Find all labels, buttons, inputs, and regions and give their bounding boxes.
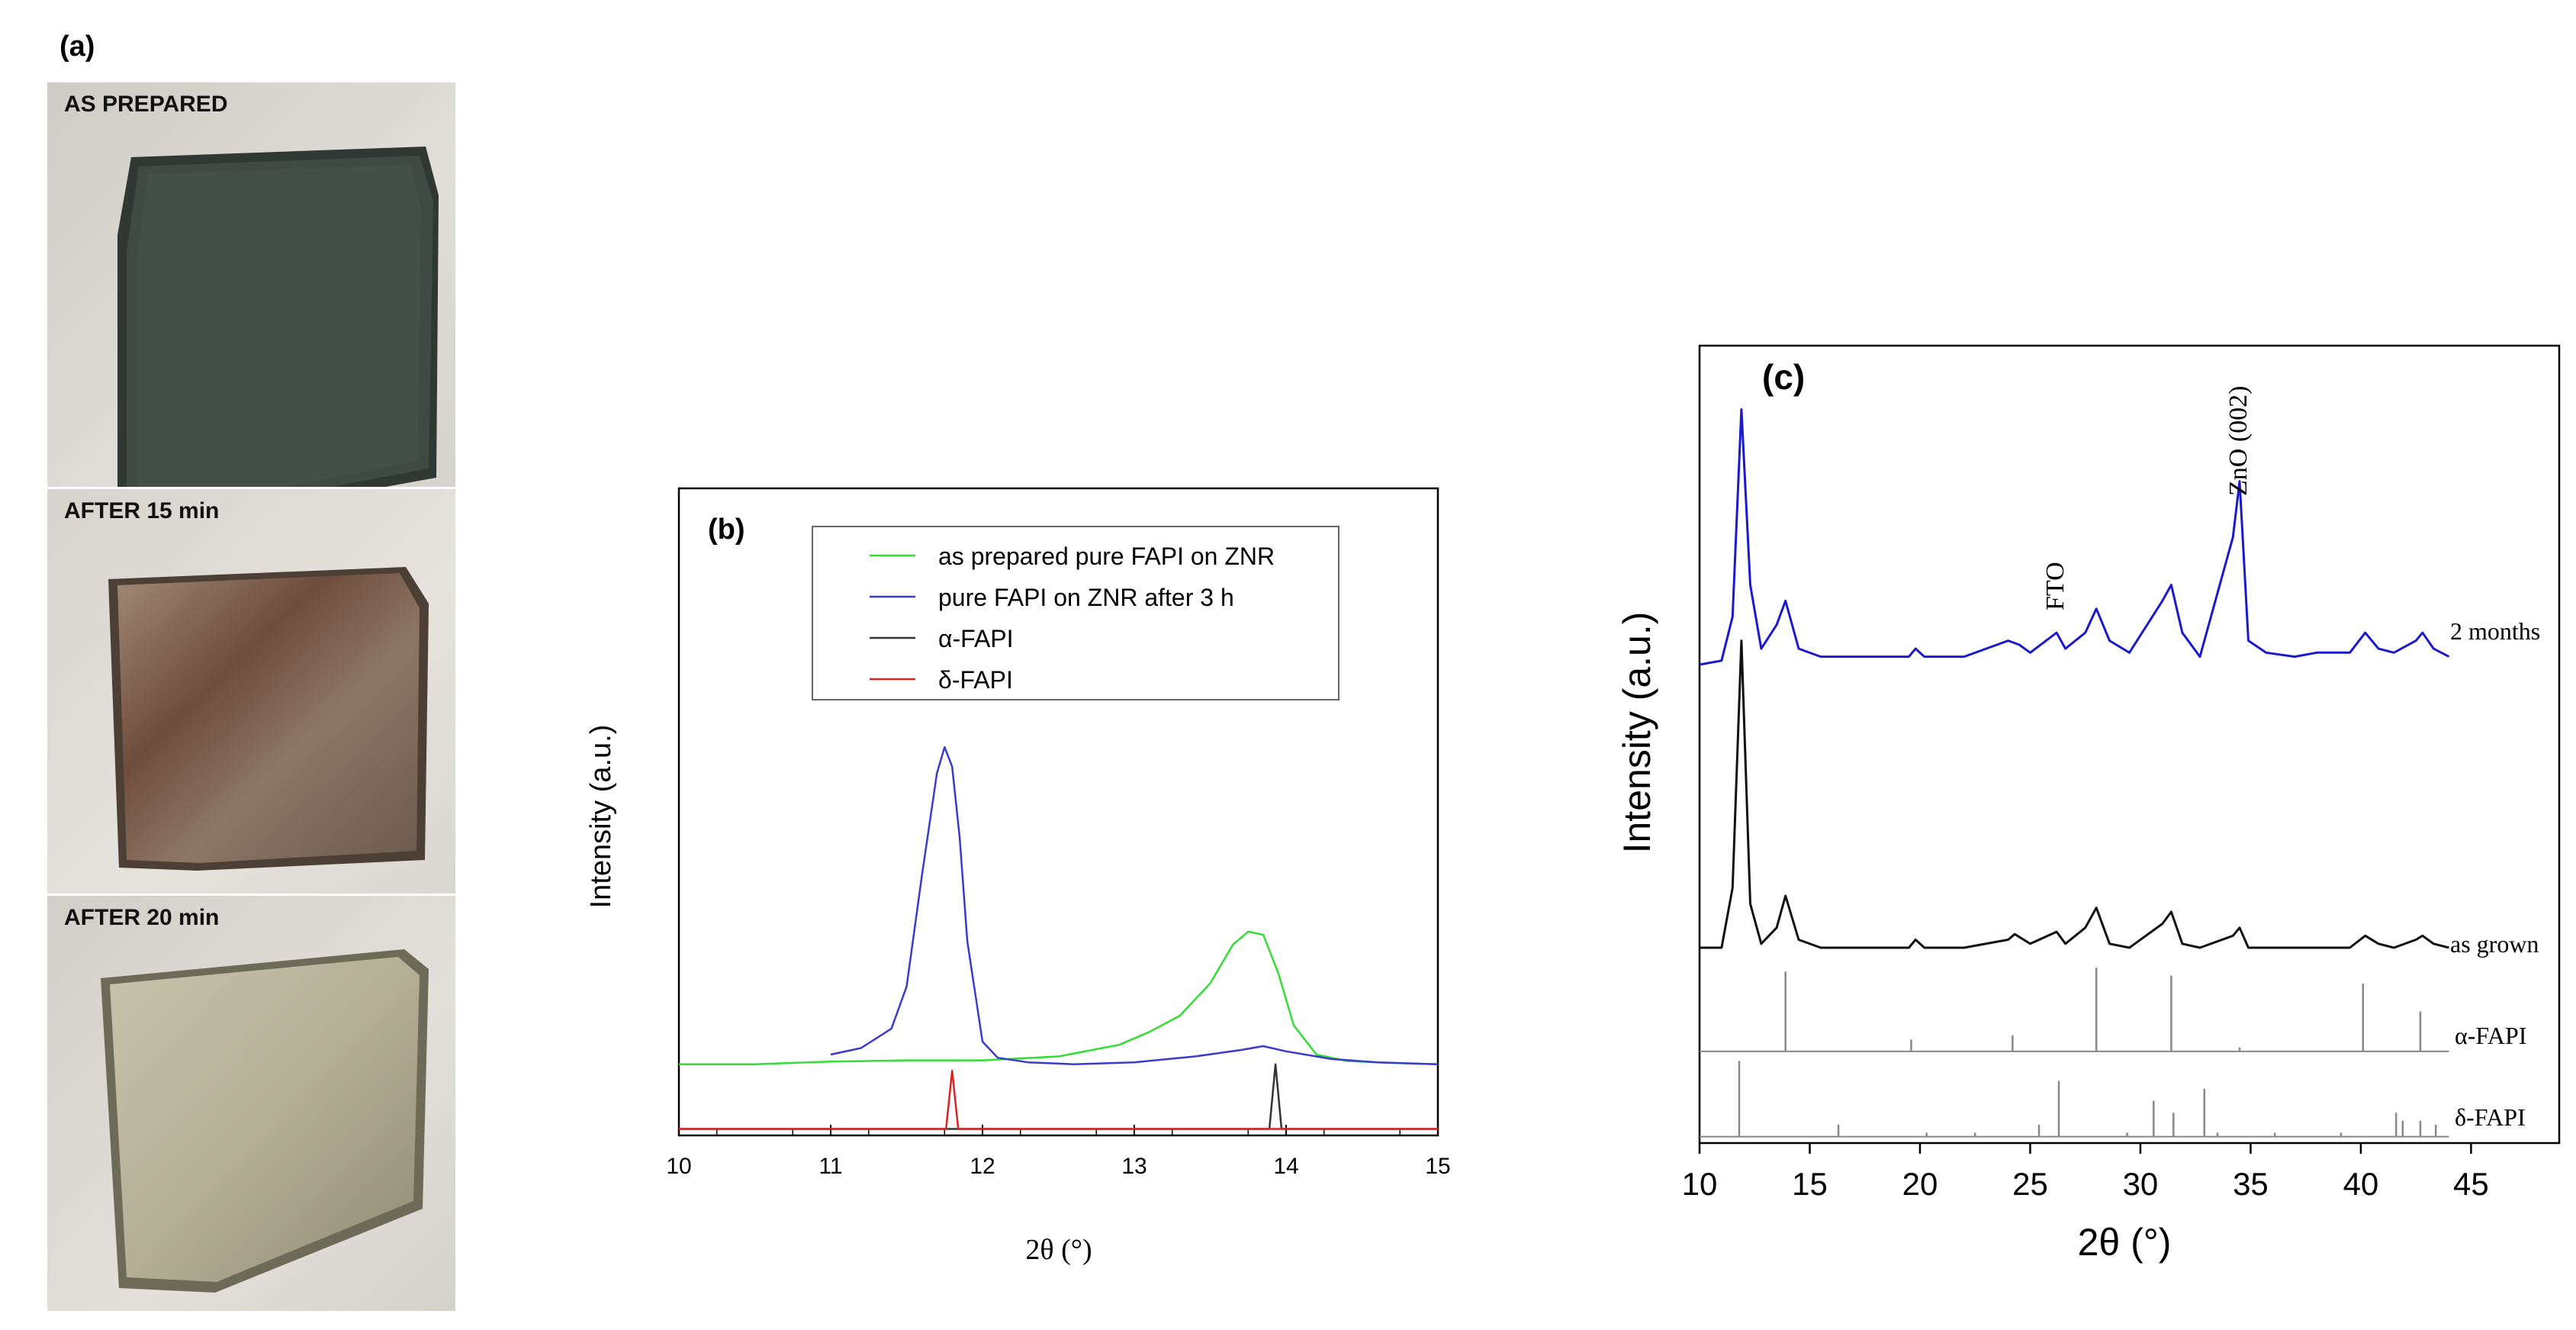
substrate-image bbox=[101, 949, 429, 1293]
series-b-1 bbox=[830, 746, 1439, 1065]
photo-after-20-min: AFTER 20 min bbox=[47, 896, 455, 1311]
series-b-0 bbox=[679, 930, 1439, 1065]
chart-c: 10 15 20 25 30 35 40 45 (c) 2θ (°) Intensity (a… bbox=[1616, 344, 2561, 1264]
x-tick-label-c-3: 25 bbox=[2012, 1166, 2048, 1202]
series-label-delta-fapi: δ-FAPI bbox=[2455, 1103, 2526, 1131]
panel-label-c: (c) bbox=[1762, 357, 1805, 397]
x-axis-ticks-b: 10 11 12 13 14 15 bbox=[666, 1125, 1451, 1179]
x-tick-label-c-4: 30 bbox=[2123, 1166, 2159, 1202]
x-tick-label-c-2: 20 bbox=[1902, 1166, 1938, 1202]
photo-caption-after-20-min: AFTER 20 min bbox=[64, 905, 220, 930]
panel-a-label: (a) bbox=[59, 31, 95, 63]
substrate-image bbox=[108, 567, 429, 871]
x-axis-label-c: 2θ (°) bbox=[2078, 1221, 2172, 1264]
photo-caption-as-prepared: AS PREPARED bbox=[64, 92, 228, 117]
annotation-fto: FTO bbox=[2041, 562, 2069, 610]
x-axis-ticks-c: 10 15 20 25 30 35 40 45 bbox=[1682, 1143, 2489, 1202]
series-c-0 bbox=[1699, 408, 2450, 666]
x-tick-label-b-4: 14 bbox=[1273, 1154, 1298, 1179]
photo-as-prepared: AS PREPARED bbox=[47, 82, 455, 487]
x-tick-label-c-5: 35 bbox=[2233, 1166, 2269, 1202]
photo-after-15-min: AFTER 15 min bbox=[47, 489, 455, 894]
series-label-as-grown: as grown bbox=[2450, 930, 2539, 958]
series-label-alpha-fapi: α-FAPI bbox=[2455, 1022, 2526, 1049]
x-tick-label-c-7: 45 bbox=[2453, 1166, 2489, 1202]
series-group-c bbox=[1699, 408, 2450, 1138]
x-tick-label-c-1: 15 bbox=[1792, 1166, 1828, 1202]
legend-label-after-3h: pure FAPI on ZNR after 3 h bbox=[938, 584, 1234, 611]
x-tick-label-b-2: 12 bbox=[970, 1154, 995, 1179]
series-group-b bbox=[679, 746, 1439, 1130]
x-tick-label-b-1: 11 bbox=[818, 1154, 842, 1179]
y-axis-label-c: Intensity (a.u.) bbox=[1616, 612, 1658, 854]
legend-label-as-prepared: as prepared pure FAPI on ZNR bbox=[938, 543, 1275, 570]
legend-b: as prepared pure FAPI on ZNR pure FAPI o… bbox=[812, 526, 1339, 700]
legend-label-alpha: α-FAPI bbox=[938, 625, 1014, 652]
chart-b: 10 11 12 13 14 15 (b) 2θ (°) Intensity (a.u.)… bbox=[585, 487, 1451, 1266]
legend-label-delta: δ-FAPI bbox=[938, 666, 1013, 694]
series-b-3 bbox=[679, 1069, 1438, 1130]
annotation-zno-002: ZnO (002) bbox=[2224, 386, 2253, 496]
x-tick-label-c-0: 10 bbox=[1682, 1166, 1718, 1202]
y-axis-label-b: Intensity (a.u.) bbox=[585, 725, 617, 909]
series-c-1 bbox=[1700, 639, 2449, 949]
photo-caption-after-15-min: AFTER 15 min bbox=[64, 498, 220, 523]
x-axis-label-b: 2θ (°) bbox=[1025, 1234, 1092, 1266]
x-tick-label-b-5: 15 bbox=[1425, 1154, 1450, 1179]
plot-frame-c bbox=[1698, 344, 2561, 1145]
x-tick-label-b-0: 10 bbox=[666, 1154, 691, 1179]
panel-label-b: (b) bbox=[708, 514, 745, 546]
series-label-2-months: 2 months bbox=[2450, 617, 2540, 645]
perovskite-film-3 bbox=[110, 957, 420, 1282]
substrate-image bbox=[117, 147, 439, 487]
perovskite-film-2 bbox=[117, 573, 420, 863]
x-tick-label-b-3: 13 bbox=[1121, 1154, 1146, 1179]
x-tick-label-c-6: 40 bbox=[2343, 1166, 2379, 1202]
